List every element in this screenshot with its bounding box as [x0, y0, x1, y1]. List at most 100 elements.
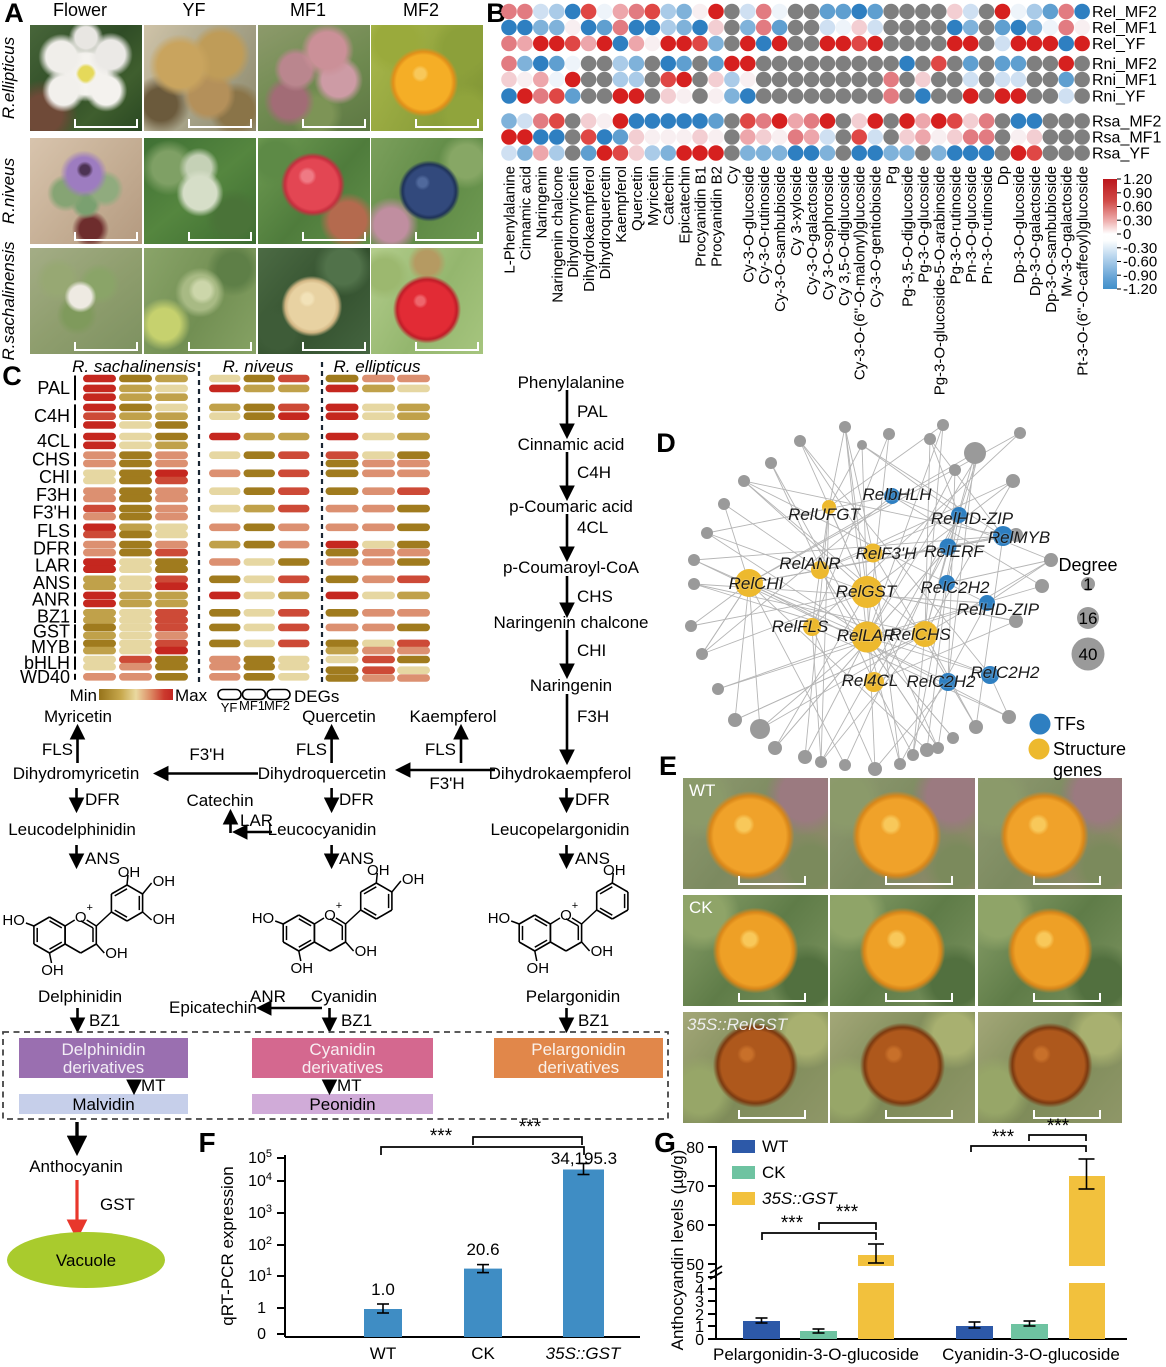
svg-text:PAL: PAL — [577, 402, 608, 421]
svg-text:A: A — [4, 0, 24, 28]
svg-text:bHLH: bHLH — [24, 653, 70, 673]
svg-text:OH: OH — [527, 960, 550, 977]
svg-text:OH: OH — [603, 862, 626, 879]
svg-text:Naringenin chalcone: Naringenin chalcone — [494, 613, 649, 632]
svg-text:BZ1: BZ1 — [37, 606, 70, 626]
svg-text:80: 80 — [686, 1140, 704, 1157]
svg-text:-1.20: -1.20 — [1123, 281, 1157, 298]
svg-text:Dihydrokaempferol: Dihydrokaempferol — [489, 764, 632, 783]
svg-text:Rel_YF: Rel_YF — [1092, 36, 1146, 53]
svg-text:-0.60: -0.60 — [1123, 254, 1157, 271]
svg-text:MT: MT — [141, 1076, 166, 1095]
svg-text:ANS: ANS — [339, 849, 374, 868]
svg-text:Rni_MF1: Rni_MF1 — [1092, 72, 1157, 89]
svg-text:Structure: Structure — [1053, 739, 1126, 759]
svg-text:Dp: Dp — [995, 166, 1012, 185]
svg-text:F3'H: F3'H — [429, 774, 464, 793]
svg-text:R. sachalinensis: R. sachalinensis — [72, 357, 196, 376]
svg-text:***: *** — [519, 1117, 542, 1138]
svg-text:103: 103 — [248, 1203, 272, 1222]
svg-text:DEGs: DEGs — [294, 687, 339, 706]
svg-text:35S::GST: 35S::GST — [546, 1344, 622, 1363]
svg-text:R. ellipticus: R. ellipticus — [334, 357, 421, 376]
svg-text:Pg: Pg — [884, 166, 901, 184]
svg-text:BZ1: BZ1 — [89, 1011, 120, 1030]
svg-text:Naringenin: Naringenin — [530, 676, 612, 695]
svg-text:Quercetin: Quercetin — [629, 166, 646, 231]
svg-text:Anthocyandin levels (µg/g): Anthocyandin levels (µg/g) — [668, 1150, 687, 1351]
svg-text:4CL: 4CL — [577, 518, 608, 537]
svg-text:Cy: Cy — [724, 166, 741, 185]
svg-text:1: 1 — [257, 1300, 266, 1317]
svg-text:-0.90: -0.90 — [1123, 267, 1157, 284]
svg-text:-0.30: -0.30 — [1123, 240, 1157, 257]
svg-text:Phenylalanine: Phenylalanine — [518, 373, 625, 392]
svg-text:RelC2H2: RelC2H2 — [921, 578, 991, 597]
svg-text:Cy-3-O-(6''-O-malonyl)glucosid: Cy-3-O-(6''-O-malonyl)glucoside — [852, 166, 869, 380]
svg-text:50: 50 — [686, 1257, 704, 1274]
svg-text:Pt-3-O-(6''-O-caffeoyl)glucosi: Pt-3-O-(6''-O-caffeoyl)glucoside — [1075, 166, 1092, 376]
svg-text:HO: HO — [2, 912, 25, 929]
svg-text:4: 4 — [695, 1282, 704, 1299]
svg-text:OH: OH — [105, 945, 128, 962]
svg-text:Flower: Flower — [53, 0, 107, 20]
svg-text:0: 0 — [1123, 226, 1131, 243]
svg-text:Rsa_MF1: Rsa_MF1 — [1092, 130, 1161, 147]
svg-text:O: O — [75, 909, 87, 926]
svg-text:Cy 3,5-O-diglucoside: Cy 3,5-O-diglucoside — [836, 166, 853, 306]
svg-text:101: 101 — [248, 1266, 272, 1285]
svg-text:Pg-3-O-glucoside: Pg-3-O-glucoside — [915, 166, 932, 283]
svg-text:YF: YF — [221, 700, 238, 715]
svg-text:GST: GST — [100, 1195, 135, 1214]
svg-text:Cinnamic acid: Cinnamic acid — [517, 166, 534, 260]
svg-text:3: 3 — [695, 1294, 704, 1311]
svg-text:Rni_MF2: Rni_MF2 — [1092, 56, 1157, 73]
svg-text:L-Phenylalanine: L-Phenylalanine — [502, 166, 519, 274]
svg-text:F3H: F3H — [36, 485, 70, 505]
svg-text:TFs: TFs — [1054, 714, 1085, 734]
svg-text:p-Coumaroyl-CoA: p-Coumaroyl-CoA — [503, 558, 640, 577]
svg-text:BZ1: BZ1 — [578, 1011, 609, 1030]
svg-text:1: 1 — [1083, 575, 1092, 594]
svg-text:Dihydroquercetin: Dihydroquercetin — [597, 166, 614, 279]
svg-text:MF1: MF1 — [239, 698, 265, 713]
svg-text:Dihydromyricetin: Dihydromyricetin — [565, 166, 582, 278]
svg-text:derivatives: derivatives — [63, 1058, 144, 1077]
svg-text:Pelargonidin: Pelargonidin — [526, 987, 621, 1006]
svg-text:Rsa_MF2: Rsa_MF2 — [1092, 114, 1161, 131]
svg-text:R. niveus: R. niveus — [223, 357, 294, 376]
svg-text:ANS: ANS — [85, 849, 120, 868]
svg-text:Rel4CL: Rel4CL — [842, 671, 899, 690]
svg-text:MF1: MF1 — [290, 0, 326, 20]
svg-text:Cyanidin: Cyanidin — [311, 987, 377, 1006]
svg-text:OH: OH — [153, 911, 176, 928]
svg-text:ANR: ANR — [250, 987, 286, 1006]
svg-text:ANS: ANS — [33, 573, 70, 593]
svg-text:OH: OH — [402, 871, 425, 888]
svg-text:CHI: CHI — [39, 467, 70, 487]
svg-text:O: O — [324, 907, 336, 924]
svg-text:Max: Max — [175, 686, 208, 705]
svg-text:Cyanidin: Cyanidin — [309, 1040, 375, 1059]
svg-text:Quercetin: Quercetin — [302, 707, 376, 726]
svg-text:MF2: MF2 — [403, 0, 439, 20]
svg-text:16: 16 — [1079, 609, 1098, 628]
svg-text:+: + — [336, 900, 342, 912]
svg-text:***: *** — [781, 1213, 804, 1234]
svg-text:RelHD-ZIP: RelHD-ZIP — [957, 600, 1040, 619]
svg-text:4CL: 4CL — [37, 431, 70, 451]
svg-text:Degree: Degree — [1058, 555, 1117, 575]
svg-text:RelHD-ZIP: RelHD-ZIP — [931, 509, 1014, 528]
svg-text:OH: OH — [153, 873, 176, 890]
svg-text:Dihydroquercetin: Dihydroquercetin — [258, 764, 387, 783]
svg-text:C4H: C4H — [577, 463, 611, 482]
svg-text:Kaempferol: Kaempferol — [613, 166, 630, 243]
svg-text:20.6: 20.6 — [466, 1240, 499, 1259]
svg-text:Rni_YF: Rni_YF — [1092, 89, 1146, 106]
svg-text:RelC2H2: RelC2H2 — [907, 672, 977, 691]
svg-text:FLS: FLS — [425, 740, 456, 759]
svg-text:Delphinidin: Delphinidin — [38, 987, 122, 1006]
svg-text:Pelargonidin: Pelargonidin — [531, 1040, 626, 1059]
svg-text:RelUFGT: RelUFGT — [788, 505, 861, 524]
svg-text:O: O — [560, 907, 572, 924]
